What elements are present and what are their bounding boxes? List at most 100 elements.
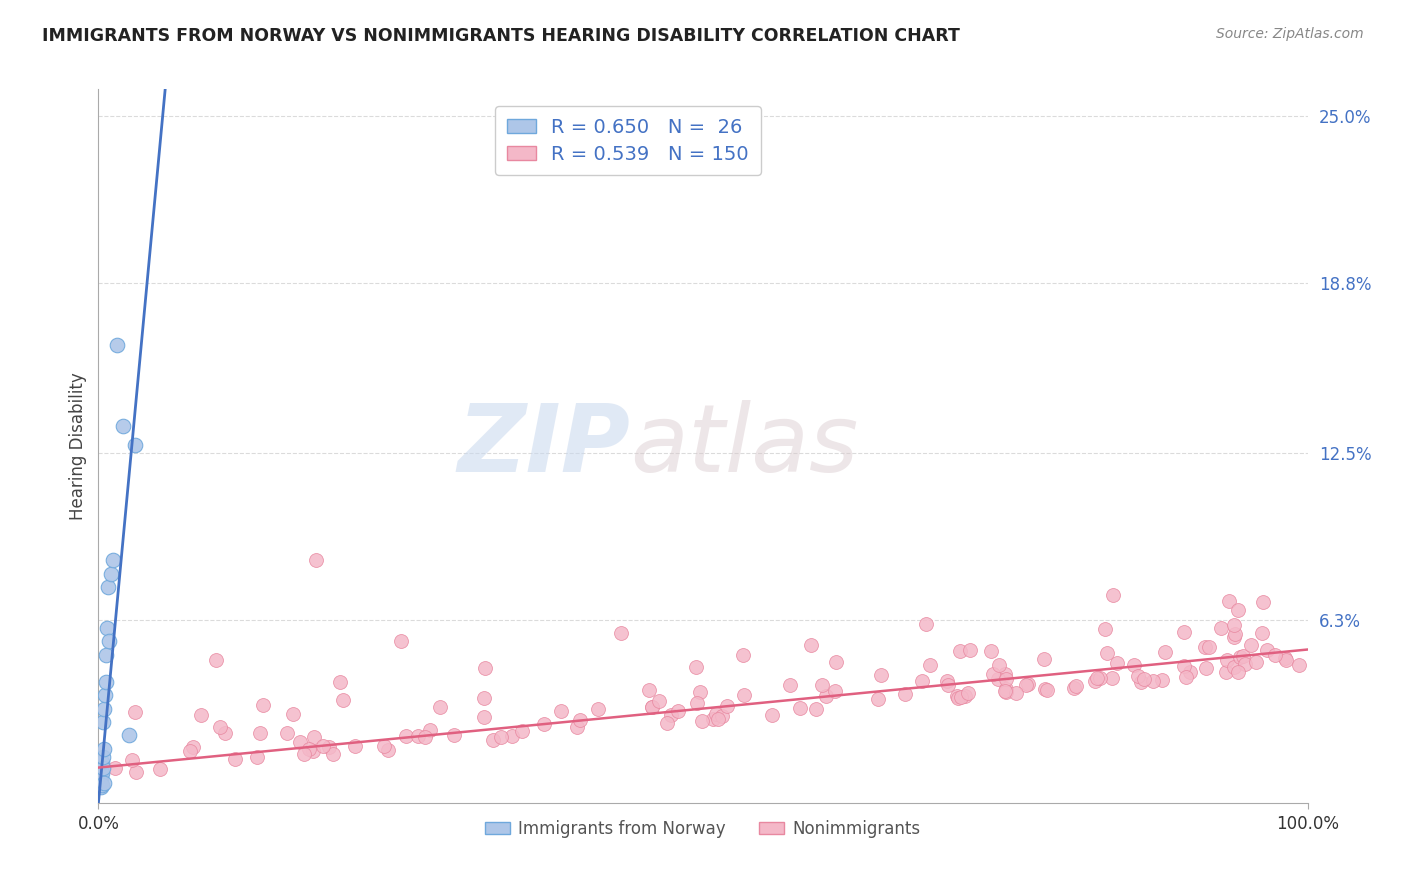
Point xyxy=(93,742,115,756)
Point xyxy=(1256,643,1278,657)
Point xyxy=(501,729,523,743)
Point xyxy=(586,702,609,716)
Point xyxy=(252,698,274,712)
Point xyxy=(918,658,941,673)
Point xyxy=(1097,646,1119,660)
Point xyxy=(94,674,117,689)
Point xyxy=(443,728,465,742)
Point xyxy=(104,761,127,775)
Point xyxy=(205,653,228,667)
Point xyxy=(1240,638,1263,652)
Point xyxy=(419,723,441,738)
Point xyxy=(1226,603,1249,617)
Point xyxy=(1152,673,1174,688)
Point xyxy=(489,731,512,745)
Point xyxy=(1123,657,1146,672)
Point xyxy=(987,672,1010,686)
Point xyxy=(482,733,505,747)
Point xyxy=(824,683,846,698)
Point xyxy=(610,625,633,640)
Point xyxy=(637,683,659,698)
Point xyxy=(689,685,711,699)
Point xyxy=(710,709,733,723)
Point xyxy=(1288,658,1310,673)
Point xyxy=(811,677,834,691)
Point xyxy=(800,639,823,653)
Point xyxy=(948,644,970,658)
Point xyxy=(96,648,118,662)
Point xyxy=(1036,683,1059,698)
Point xyxy=(1195,661,1218,675)
Point xyxy=(105,338,128,352)
Point xyxy=(731,648,754,663)
Point xyxy=(1244,655,1267,669)
Y-axis label: Hearing Disability: Hearing Disability xyxy=(69,372,87,520)
Point xyxy=(1085,671,1108,685)
Point xyxy=(1005,686,1028,700)
Point xyxy=(1064,679,1087,693)
Point xyxy=(288,735,311,749)
Point xyxy=(91,756,114,770)
Point xyxy=(1063,681,1085,695)
Point xyxy=(1033,682,1056,697)
Point xyxy=(1178,665,1201,680)
Text: IMMIGRANTS FROM NORWAY VS NONIMMIGRANTS HEARING DISABILITY CORRELATION CHART: IMMIGRANTS FROM NORWAY VS NONIMMIGRANTS … xyxy=(42,27,960,45)
Point xyxy=(1232,649,1254,664)
Point xyxy=(866,691,889,706)
Point xyxy=(936,678,959,692)
Point xyxy=(1084,674,1107,689)
Point xyxy=(1223,618,1246,632)
Point xyxy=(1154,645,1177,659)
Point xyxy=(97,580,120,594)
Point xyxy=(1033,652,1056,666)
Point xyxy=(91,750,114,764)
Point xyxy=(91,778,114,792)
Point xyxy=(641,700,664,714)
Point xyxy=(981,667,1004,681)
Point xyxy=(292,747,315,761)
Point xyxy=(281,707,304,722)
Point xyxy=(98,634,121,648)
Point xyxy=(550,704,572,718)
Point xyxy=(1274,651,1296,665)
Point xyxy=(704,706,727,721)
Point xyxy=(179,744,201,758)
Point xyxy=(96,621,118,635)
Point xyxy=(125,764,148,779)
Point xyxy=(565,720,588,734)
Point xyxy=(761,708,783,723)
Point xyxy=(472,710,495,724)
Point xyxy=(322,747,344,762)
Point xyxy=(298,742,321,756)
Point xyxy=(956,686,979,700)
Point xyxy=(373,739,395,754)
Point xyxy=(1107,656,1129,670)
Point xyxy=(1229,649,1251,664)
Point xyxy=(1194,640,1216,654)
Point xyxy=(1226,665,1249,679)
Point xyxy=(1094,622,1116,636)
Point xyxy=(149,762,172,776)
Point xyxy=(806,701,828,715)
Point xyxy=(406,729,429,743)
Point xyxy=(994,672,1017,686)
Point xyxy=(685,660,707,674)
Point xyxy=(302,731,325,745)
Point xyxy=(1223,659,1246,673)
Point xyxy=(312,739,335,754)
Text: Source: ZipAtlas.com: Source: ZipAtlas.com xyxy=(1216,27,1364,41)
Point xyxy=(1218,594,1240,608)
Point xyxy=(246,750,269,764)
Point xyxy=(1088,671,1111,685)
Point xyxy=(1133,672,1156,686)
Point xyxy=(90,772,112,786)
Point xyxy=(389,634,412,648)
Point xyxy=(1216,653,1239,667)
Point xyxy=(988,657,1011,672)
Point xyxy=(824,655,846,669)
Point xyxy=(510,723,533,738)
Point xyxy=(472,691,495,706)
Point xyxy=(89,777,111,791)
Point xyxy=(111,418,134,433)
Point xyxy=(89,774,111,789)
